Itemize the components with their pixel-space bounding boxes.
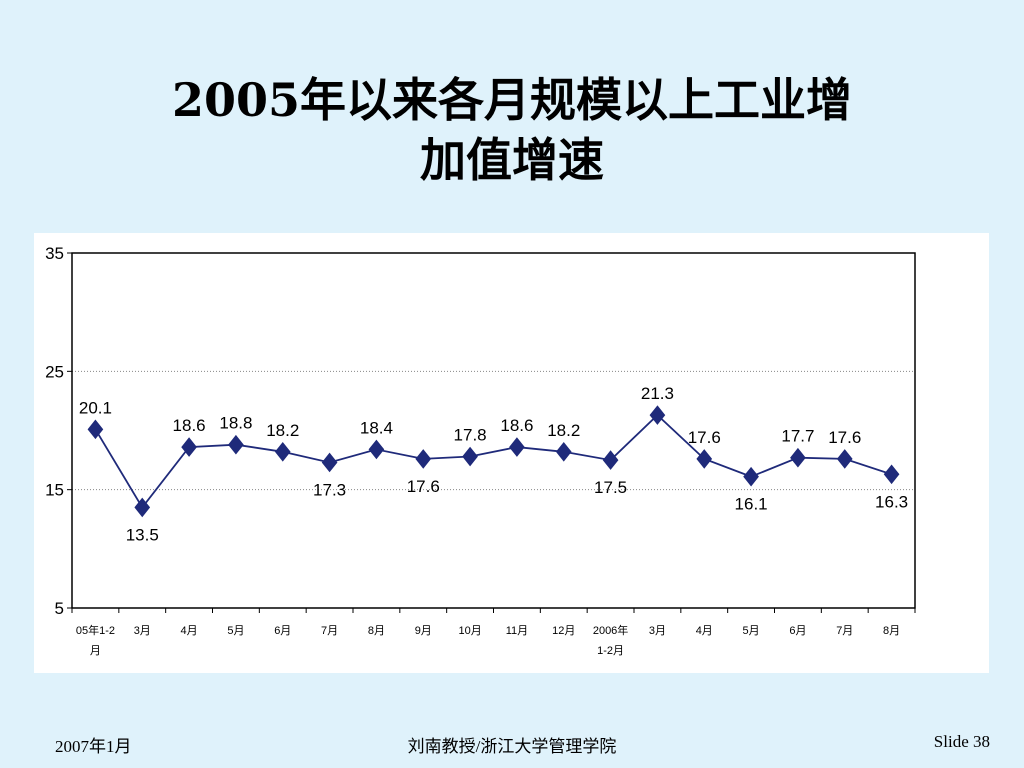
data-label: 16.3 (875, 492, 908, 511)
x-tick-label: 6月 (274, 625, 291, 637)
footer-author: 刘南教授/浙江大学管理学院 (407, 737, 617, 756)
data-point-marker (415, 449, 432, 469)
data-point-marker (462, 446, 478, 467)
footer-slide-number: Slide 38 (933, 732, 990, 751)
data-point-marker (87, 419, 104, 440)
y-tick-label: 15 (45, 481, 64, 500)
x-tick-label: 月 (90, 645, 101, 657)
data-label: 17.8 (454, 426, 487, 445)
x-tick-label: 5月 (743, 625, 760, 637)
data-point-marker (743, 466, 759, 487)
data-point-marker (181, 437, 197, 457)
x-tick-label: 1-2月 (597, 645, 624, 657)
data-point-marker (696, 449, 713, 469)
data-label: 18.6 (500, 416, 533, 435)
data-point-marker (134, 497, 151, 518)
x-tick-label: 2006年 (593, 623, 628, 637)
x-tick-label: 05年1-2 (76, 623, 115, 637)
data-label: 21.3 (641, 384, 674, 403)
x-tick-label: 5月 (227, 625, 244, 637)
x-tick-label: 12月 (552, 625, 575, 637)
data-label: 18.4 (360, 418, 393, 437)
data-label: 18.6 (173, 416, 206, 435)
x-tick-label: 8月 (883, 625, 900, 637)
data-label: 20.1 (79, 398, 112, 417)
x-tick-label: 6月 (789, 625, 806, 637)
x-tick-label: 8月 (368, 625, 385, 637)
x-tick-label: 4月 (696, 625, 713, 637)
data-point-marker (649, 405, 666, 425)
slide-title-line2: 加值增速 (420, 133, 604, 187)
data-label: 16.1 (735, 495, 768, 514)
data-point-marker (321, 452, 338, 473)
series-line (94, 413, 892, 510)
chart-panel: 5 15 25 35 05年1-2 月 3月 4月 5月 6月 7月 8月 9月 10月 11月 12月 200… (34, 233, 989, 673)
line-chart: 5 15 25 35 05年1-2 月 3月 4月 5月 6月 7月 8月 9月 10月 11月 12月 200… (45, 244, 916, 657)
data-point-marker (836, 449, 853, 469)
data-point-marker (368, 439, 385, 460)
data-label: 17.7 (781, 427, 814, 446)
slide-title: 2005年以来各月规模以上工业增 加值增速 (0, 70, 1024, 190)
x-tick-label: 3月 (649, 625, 666, 637)
x-tick-label: 4月 (181, 625, 198, 637)
data-label: 18.2 (547, 421, 580, 440)
data-point-marker (228, 434, 244, 455)
y-tick-label: 5 (55, 599, 64, 618)
data-point-marker (555, 441, 572, 462)
data-label: 17.6 (828, 428, 861, 447)
data-label: 18.2 (266, 421, 299, 440)
slide-title-line1: 2005年以来各月规模以上工业增 (171, 73, 853, 127)
y-tick-label: 25 (45, 362, 64, 381)
data-label: 17.5 (594, 478, 627, 497)
x-tick-label: 7月 (321, 625, 338, 637)
footer-date: 2007年1月 (55, 737, 132, 756)
x-tick-label: 10月 (458, 625, 481, 637)
data-label: 17.6 (407, 477, 440, 496)
data-label: 17.6 (688, 428, 721, 447)
data-label: 17.3 (313, 480, 346, 499)
data-label: 18.8 (219, 414, 252, 433)
data-point-marker (883, 464, 900, 485)
x-tick-label: 3月 (134, 625, 151, 637)
x-tick-label: 7月 (836, 625, 853, 637)
data-point-marker (274, 441, 291, 462)
data-point-marker (602, 450, 619, 470)
data-point-marker (509, 437, 525, 457)
x-tick-label: 9月 (415, 625, 432, 637)
data-point-marker (790, 447, 806, 468)
x-tick-label: 11月 (506, 625, 528, 637)
y-tick-label: 35 (45, 244, 64, 263)
data-label: 13.5 (126, 525, 159, 544)
